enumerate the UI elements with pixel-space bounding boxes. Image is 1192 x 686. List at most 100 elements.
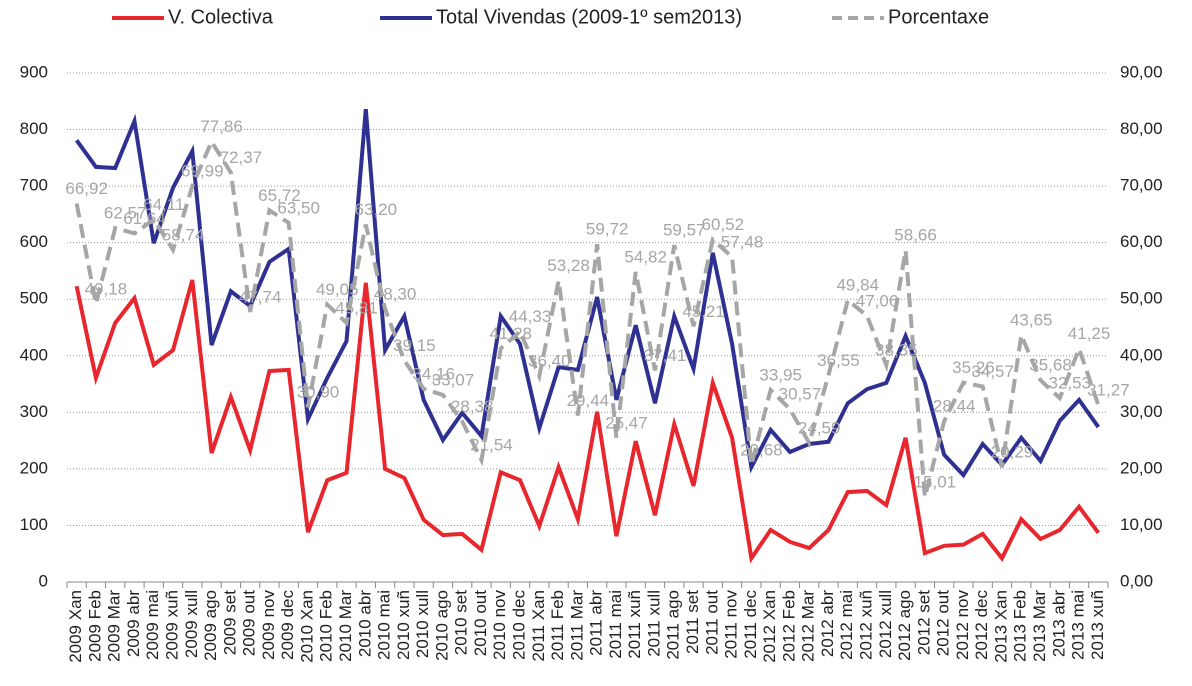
y-tick-label: 500 [20,289,48,308]
x-tick-label: 2012 nov [953,590,972,660]
data-label: 57,48 [721,232,764,251]
data-label: 45,81 [335,298,378,317]
data-label: 28,44 [933,397,976,416]
data-label: 37,41 [644,346,687,365]
data-label: 48,30 [374,284,417,303]
x-tick-label: 2012 Xan [760,590,779,663]
data-label: 47,06 [856,291,899,310]
data-label: 33,07 [432,370,475,389]
data-label: 44,33 [509,307,552,326]
data-label: 15,01 [914,473,957,492]
y2-tick-label: 20,00 [1120,458,1163,477]
y-tick-label: 800 [20,119,48,138]
x-tick-label: 2010 out [471,590,490,656]
x-tick-label: 2009 nov [259,590,278,660]
data-label: 34,16 [412,364,455,383]
data-label: 35,68 [1029,356,1072,375]
series-line [74,137,1101,498]
x-tick-label: 2009 xull [182,590,201,658]
x-tick-label: 2011 Mar [567,590,586,661]
data-label: 30,57 [779,385,822,404]
x-tick-label: 2010 Mar [336,590,355,662]
y-tick-label: 900 [20,62,48,81]
x-tick-label: 2011 Feb [548,590,567,661]
y-tick-label: 100 [20,515,48,534]
x-tick-label: 2010 xuñ [394,590,413,660]
data-label: 49,84 [836,276,879,295]
data-label: 59,57 [663,221,706,240]
x-tick-label: 2010 Feb [317,590,336,662]
data-label: 39,15 [393,336,436,355]
y-tick-label: 0 [39,571,48,590]
y2-tick-label: 40,00 [1120,345,1163,364]
x-tick-label: 2010 abr [355,590,374,657]
data-label: 28,38 [451,397,494,416]
x-tick-label: 2009 xuñ [163,590,182,660]
y2-tick-label: 30,00 [1120,402,1163,421]
x-tick-label: 2013 mai [1069,590,1088,660]
data-label: 43,65 [1010,311,1053,330]
x-tick-label: 2013 xuñ [1088,590,1107,660]
data-label: 49,05 [316,280,359,299]
x-tick-label: 2009 Mar [105,590,124,662]
x-tick-label: 2010 xull [413,590,432,658]
data-label: 53,28 [547,256,590,275]
data-label: 38,35 [875,341,918,360]
data-label: 20,29 [991,443,1034,462]
data-label: 60,52 [702,215,745,234]
x-tick-label: 2011 ago [664,590,683,660]
x-tick-label: 2009 mai [143,590,162,660]
data-label: 64,11 [143,195,184,214]
y-tick-label: 700 [20,176,48,195]
data-label: 47,74 [239,287,282,306]
y2-tick-label: 90,00 [1120,62,1163,81]
data-label: 20,68 [740,441,783,460]
x-tick-label: 2011 mai [606,590,625,659]
x-tick-label: 2012 Mar [799,590,818,662]
x-tick-label: 2012 mai [837,590,856,660]
x-tick-label: 2012 Feb [779,590,798,662]
x-tick-label: 2011 out [702,590,721,655]
legend-label: V. Colectiva [168,6,274,28]
data-label: 34,57 [971,362,1014,381]
data-label: 62,57 [104,204,147,223]
x-tick-label: 2010 dec [510,590,529,660]
data-label: 69,99 [181,162,224,181]
x-tick-label: 2012 out [934,590,953,656]
x-tick-label: 2011 xull [644,590,663,657]
data-label: 72,37 [220,148,263,167]
x-tick-label: 2011 abr [587,590,606,656]
data-label: 77,86 [200,117,243,136]
x-tick-label: 2012 abr [818,590,837,657]
data-label: 41,25 [1068,324,1111,343]
x-tick-label: 2012 set [914,590,933,655]
data-label: 65,72 [258,186,301,205]
x-tick-label: 2012 dec [972,590,991,660]
x-tick-label: 2009 Xan [66,590,85,663]
y2-tick-label: 50,00 [1120,289,1163,308]
y-tick-label: 400 [20,345,48,364]
x-tick-label: 2011 set [683,590,702,654]
y2-tick-label: 10,00 [1120,515,1163,534]
data-label: 58,66 [894,226,937,245]
data-label: 63,50 [277,198,320,217]
x-tick-label: 2010 set [452,590,471,655]
y2-tick-label: 70,00 [1120,176,1163,195]
x-tick-label: 2013 Mar [1030,590,1049,662]
x-tick-label: 2013 Xan [991,590,1010,663]
data-label: 21,54 [470,436,513,455]
data-label: 49,18 [85,279,128,298]
data-label: 41,28 [489,324,532,343]
x-tick-label: 2011 Xan [529,590,548,662]
x-tick-label: 2012 ago [895,590,914,661]
legend-label: Porcentaxe [888,6,989,28]
x-tick-label: 2011 xuñ [625,590,644,659]
x-tick-label: 2010 ago [432,590,451,661]
x-tick-label: 2009 out [240,590,259,656]
data-label: 59,72 [586,220,629,239]
series-line [74,279,1100,564]
x-tick-label: 2013 Feb [1011,590,1030,662]
y-tick-label: 300 [20,402,48,421]
x-tick-label: 2009 set [220,590,239,655]
